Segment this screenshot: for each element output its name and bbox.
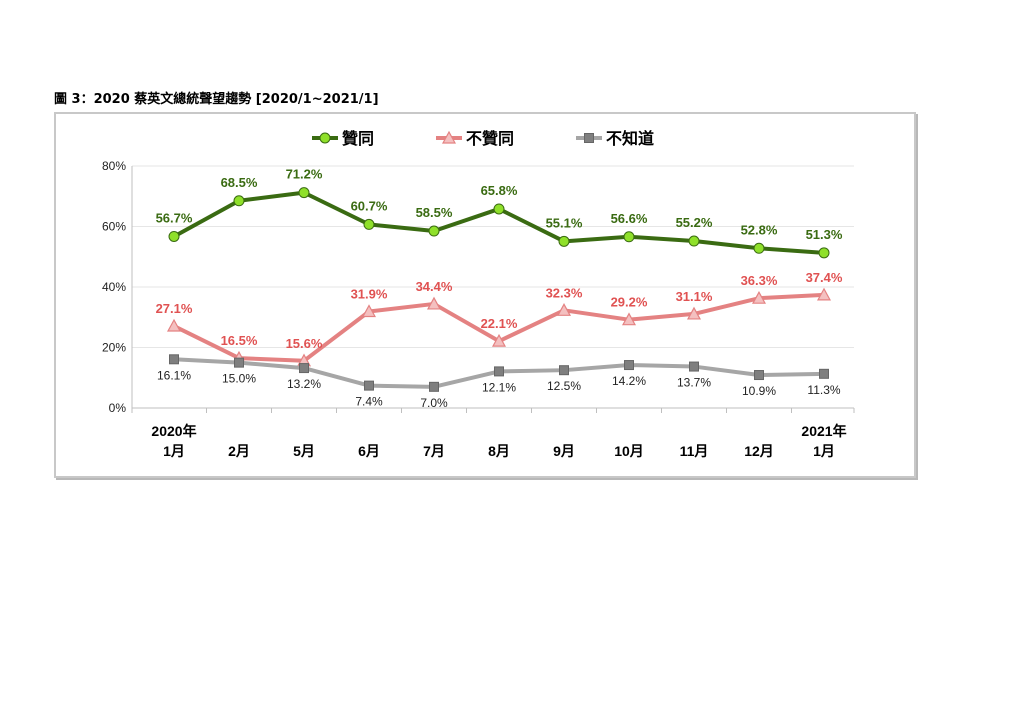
figure-title: 圖 3：2020 蔡英文總統聲望趨勢 [2020/1~2021/1] [54,92,379,107]
data-point [689,361,699,372]
data-point [556,303,572,316]
data-label: 36.3% [741,273,778,288]
data-point [298,187,310,199]
data-point [361,304,377,318]
data-label: 37.4% [806,270,843,285]
x-category-label: 2021年 [801,423,846,439]
data-label: 16.5% [221,333,258,348]
y-tick-label: 80% [102,159,126,173]
data-point [686,306,702,320]
data-label: 7.0% [420,396,448,410]
data-label: 14.2% [612,374,646,388]
data-label: 55.2% [676,215,713,230]
data-label: 60.7% [351,198,388,213]
data-label: 34.4% [416,279,453,294]
x-category-label: 10月 [614,443,644,459]
data-point [166,318,182,332]
x-category-label: 12月 [744,443,774,459]
data-label: 56.7% [156,210,193,225]
data-label: 12.5% [547,379,581,393]
data-point [168,230,180,242]
data-label: 29.2% [611,295,648,310]
data-label: 52.8% [741,222,778,237]
data-label: 51.3% [806,227,843,242]
data-point [754,370,764,381]
data-point [429,381,439,392]
data-point [558,235,570,247]
data-label: 22.1% [481,316,518,331]
data-point [233,195,245,207]
data-label: 15.6% [286,336,323,351]
data-point [364,380,374,391]
line-chart: 0% 20% 40% 60% 80% 2020年 1月 2月 5月 6月 7月 8月 9月 10月 11月 1… [102,129,855,459]
data-label: 11.3% [807,383,840,397]
x-category-label: 1月 [813,443,835,459]
data-point [751,290,767,304]
data-point [819,368,829,379]
data-label: 71.2% [286,167,323,182]
x-category-label: 2月 [228,443,250,459]
data-point [494,366,504,377]
data-label: 27.1% [156,301,193,316]
legend-marker [319,132,331,144]
y-tick-label: 60% [102,220,126,234]
x-category-label: 5月 [293,443,315,459]
x-category-label: 6月 [358,443,380,459]
legend-label: 不贊同 [466,129,514,148]
data-label: 16.1% [157,368,191,382]
data-label: 65.8% [481,183,518,198]
data-label: 32.3% [546,285,583,300]
data-label: 55.1% [546,215,583,230]
data-point [624,360,634,371]
data-label: 13.2% [287,377,321,391]
data-point [428,225,440,237]
y-tick-label: 40% [102,280,126,294]
data-point [818,247,830,259]
data-label: 15.0% [222,372,256,386]
legend-label: 不知道 [606,129,654,148]
data-point [426,296,442,310]
data-label: 13.7% [677,376,711,390]
data-point [621,312,637,326]
data-point [816,287,832,301]
data-point [688,235,700,247]
data-label: 10.9% [742,384,776,398]
data-point [493,203,505,215]
data-label: 7.4% [355,395,383,409]
data-point [299,363,309,374]
y-tick-label: 20% [102,341,126,355]
data-point [363,218,375,230]
data-label: 31.9% [351,287,388,302]
data-point [491,333,507,347]
data-point [623,231,635,243]
x-category-label: 2020年 [151,423,196,439]
x-category-label: 9月 [553,443,575,459]
data-label: 31.1% [676,289,713,304]
series-line-0 [172,190,826,255]
data-point [169,354,179,365]
legend-label: 贊同 [342,129,374,148]
data-point [753,242,765,254]
x-category-label: 11月 [680,443,709,459]
data-point [234,357,244,368]
x-category-label: 8月 [488,443,510,459]
data-label: 12.1% [482,380,516,394]
legend-marker [584,133,594,143]
data-label: 58.5% [416,205,453,220]
data-label: 68.5% [221,175,258,190]
chart-frame: 0% 20% 40% 60% 80% 2020年 1月 2月 5月 6月 7月 8月 9月 10月 11月 1… [54,112,916,478]
data-point [559,365,569,376]
legend-marker [441,130,457,144]
x-category-label: 1月 [163,443,185,459]
x-category-label: 7月 [423,443,445,459]
y-tick-label: 0% [109,401,127,415]
data-label: 56.6% [611,211,648,226]
